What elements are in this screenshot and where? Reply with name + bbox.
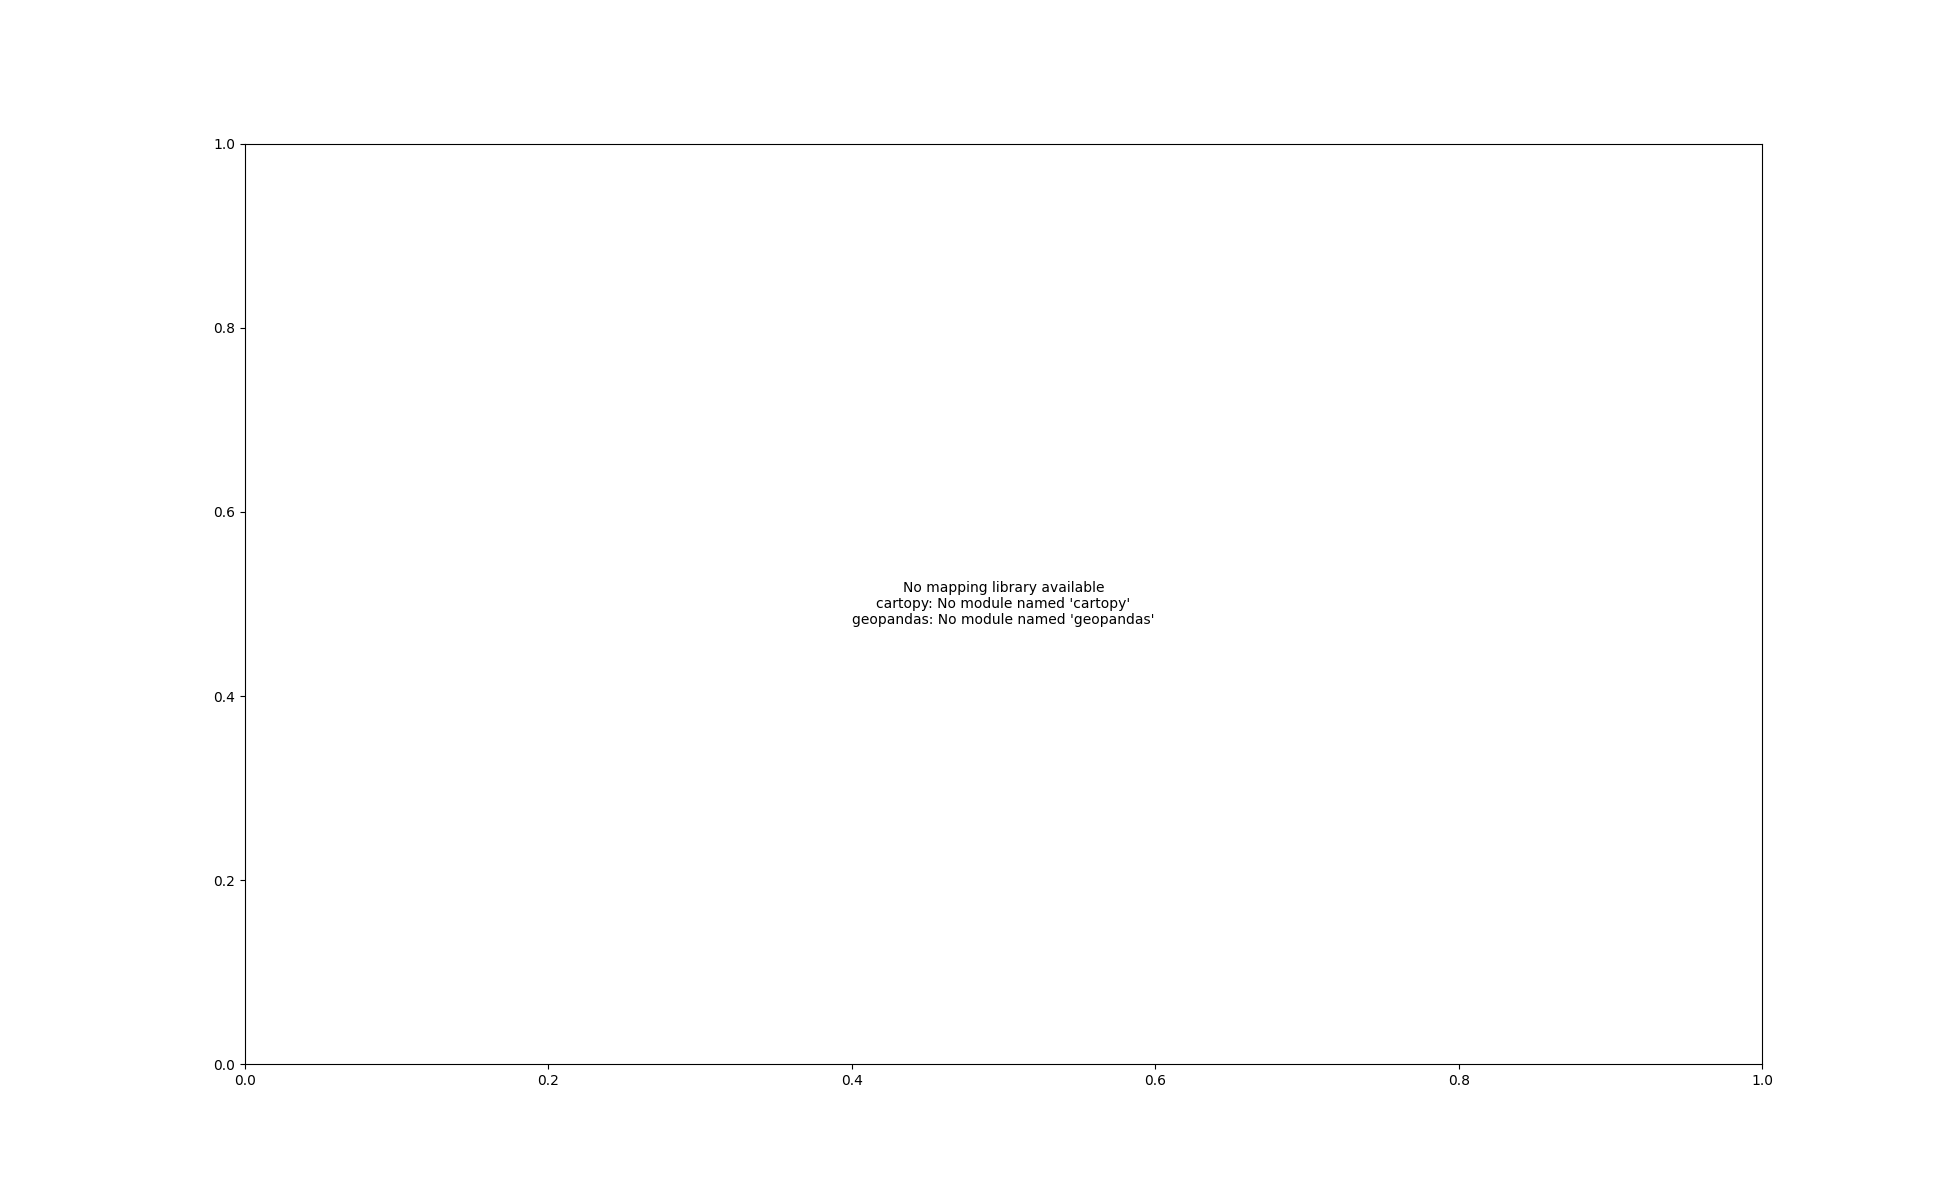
Text: No mapping library available
cartopy: No module named 'cartopy'
geopandas: No mo: No mapping library available cartopy: No…	[851, 581, 1155, 627]
